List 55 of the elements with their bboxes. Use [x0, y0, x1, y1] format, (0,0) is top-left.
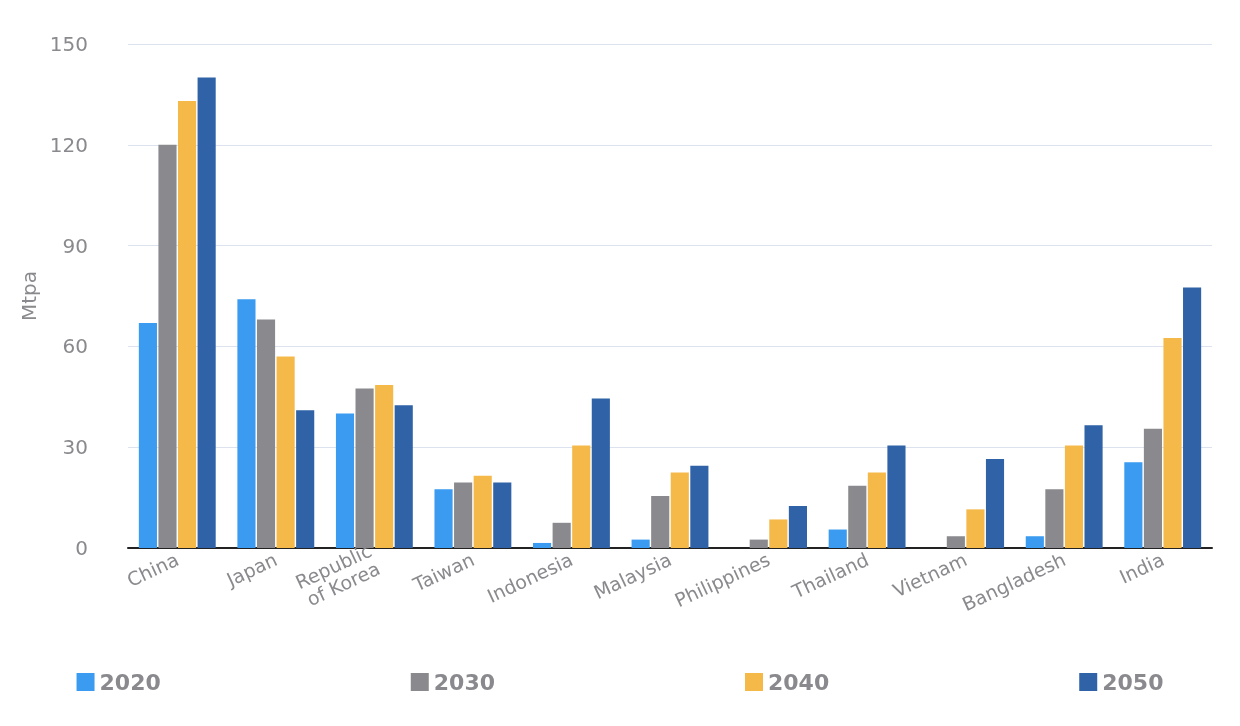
bar	[178, 101, 197, 548]
bar	[848, 485, 867, 548]
bar	[1143, 428, 1162, 548]
bar	[296, 410, 315, 548]
bar	[256, 319, 276, 548]
bar	[473, 475, 492, 548]
bar	[985, 458, 1005, 548]
y-axis-title: Mtpa	[16, 270, 41, 322]
x-tick-label: China	[123, 548, 182, 591]
bar	[572, 445, 591, 548]
y-tick-label: 0	[75, 536, 88, 560]
bar	[670, 472, 689, 548]
x-tick-label: India	[1115, 548, 1168, 588]
bar	[533, 542, 552, 548]
bar	[651, 495, 670, 548]
legend-label: 2020	[99, 669, 161, 695]
bar	[631, 539, 650, 548]
y-tick-label: 60	[62, 334, 88, 359]
bar	[788, 506, 807, 548]
bar	[1124, 462, 1143, 548]
bar	[197, 77, 216, 548]
bar	[1183, 287, 1202, 548]
bar	[749, 539, 768, 548]
bar	[375, 385, 394, 548]
bar	[138, 322, 157, 548]
bar	[1025, 536, 1044, 548]
bar	[966, 509, 985, 548]
bar	[1163, 338, 1182, 548]
bar	[394, 405, 413, 548]
bar	[1064, 445, 1084, 548]
bar	[769, 519, 788, 548]
bar	[158, 144, 177, 548]
legend-label: 2030	[433, 669, 495, 695]
bar	[335, 413, 355, 548]
bar	[591, 398, 610, 548]
y-tick-label: 120	[49, 132, 88, 157]
y-tick-label: 30	[62, 435, 88, 460]
y-tick-label: 90	[62, 233, 88, 258]
bar	[454, 482, 473, 548]
legend-label: 2040	[768, 669, 830, 695]
bar	[552, 522, 571, 548]
bar	[237, 299, 256, 548]
bar	[946, 536, 965, 548]
bar	[276, 356, 295, 548]
bar	[434, 489, 453, 548]
bar	[867, 472, 886, 548]
bar	[355, 388, 374, 548]
bar	[493, 482, 512, 548]
bar	[1045, 489, 1064, 548]
bar	[828, 529, 847, 548]
bar	[887, 445, 906, 548]
y-tick-label: 150	[49, 32, 88, 56]
bar	[690, 465, 709, 548]
bar	[1084, 425, 1103, 548]
legend-label: 2050	[1102, 669, 1164, 695]
